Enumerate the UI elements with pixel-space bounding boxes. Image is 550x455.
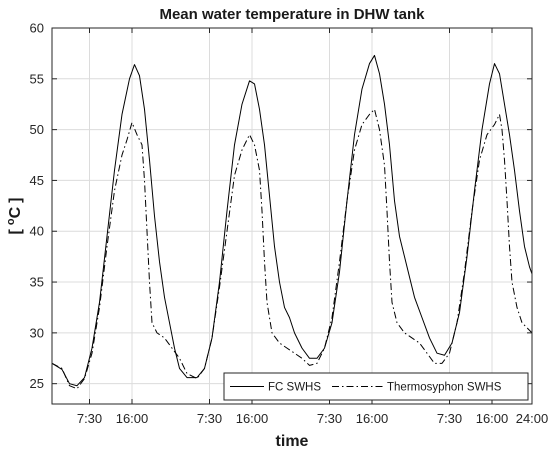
y-axis-label-close: ] <box>7 198 24 203</box>
x-tick-label: 16:00 <box>356 411 389 426</box>
x-tick-label: 16:00 <box>236 411 269 426</box>
x-tick-label: 16:00 <box>476 411 509 426</box>
x-tick-label: 24:00 <box>516 411 549 426</box>
y-tick-label: 60 <box>30 21 44 36</box>
plot-area <box>52 28 532 404</box>
x-tick-label: 7:30 <box>437 411 462 426</box>
legend: FC SWHS Thermosyphon SWHS <box>223 372 529 401</box>
y-tick-label: 50 <box>30 122 44 137</box>
svg-text:[oC]: [ oC] <box>5 198 24 235</box>
chart-title: Mean water temperature in DHW tank <box>159 6 425 23</box>
y-axis-label: [ oC] <box>5 198 24 235</box>
x-tick-label: 7:30 <box>317 411 342 426</box>
y-tick-label: 35 <box>30 275 44 290</box>
x-tick-label: 16:00 <box>116 411 149 426</box>
legend-label-thermosyphon-swhs: Thermosyphon SWHS <box>387 382 502 394</box>
y-tick-label: 45 <box>30 173 44 188</box>
series-lines <box>51 54 533 390</box>
grid-lines <box>52 28 532 404</box>
y-axis-label-unit: C <box>7 206 24 218</box>
x-tick-label: 7:30 <box>77 411 102 426</box>
y-tick-label: 30 <box>30 325 44 340</box>
axes-box <box>51 27 533 405</box>
y-axis-label-degree: o <box>5 218 17 225</box>
y-tick-label: 40 <box>30 224 44 239</box>
y-tick-label: 25 <box>30 376 44 391</box>
x-axis-label: time <box>276 433 309 450</box>
axis-ticks: 25 30 35 40 45 50 55 60 7:30 16:00 7:30 16:00 7:30 16… <box>30 21 549 427</box>
x-tick-label: 7:30 <box>197 411 222 426</box>
y-axis-label-open: [ <box>7 228 24 234</box>
legend-label-fc-swhs: FC SWHS <box>268 382 321 394</box>
y-tick-label: 55 <box>30 71 44 86</box>
series-line-thermosyphon-swhs <box>51 108 533 390</box>
series-line-fc-swhs <box>51 54 533 387</box>
